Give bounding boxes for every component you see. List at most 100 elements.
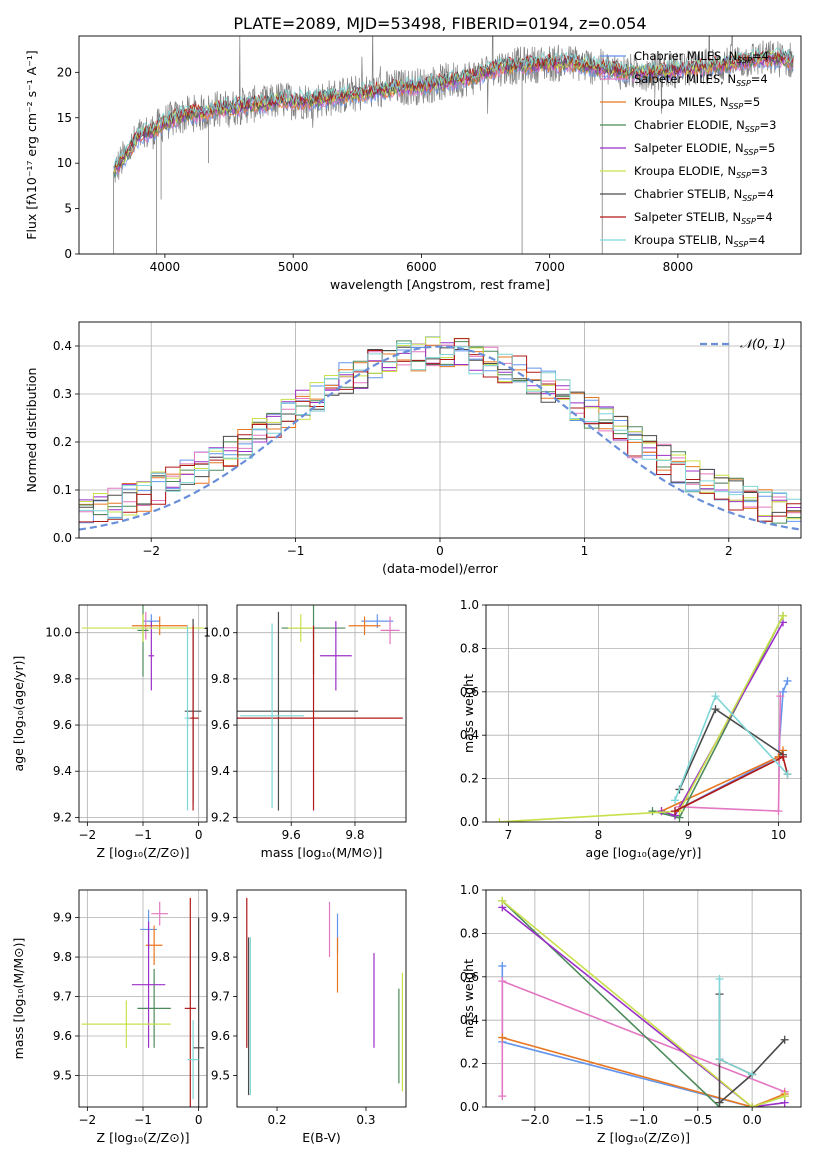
x-tick-label: −1.5 [575,1113,604,1127]
legend-count: =4 [748,233,765,247]
y-axis-label: Normed distribution [24,368,39,493]
legend-name: Chabrier MILES, N [634,49,737,63]
legend-subscript: SSP [744,148,759,157]
axes-frame [78,35,802,255]
weight-marker [780,1092,789,1101]
y-axis-label: mass weight [461,674,476,753]
y-tick-label: 0 [64,247,72,261]
y-tick-label: 0.0 [53,531,72,545]
weight-marker [715,974,724,983]
legend-label: Kroupa ELODIE, NSSP=3 [634,164,768,180]
x-tick-label: 0 [195,1113,203,1127]
x-axis-label: E(B-V) [302,1130,341,1145]
ebv_mass-errorbars [246,897,404,1096]
y-tick-label: 9.6 [53,1029,72,1043]
weight_age-axes: 7 8 9 10 0.0 0.2 0.4 0.6 0.8 1.0 [460,598,801,842]
y-tick-label: 9.5 [211,1068,230,1082]
weight-marker [748,1103,757,1107]
y-tick-label: 9.6 [53,718,72,732]
axes-frame [485,604,802,823]
legend-subscript: SSP [729,102,744,111]
legend-label: Kroupa MILES, NSSP=5 [634,95,760,111]
weight_z-lines [498,896,789,1107]
residual-step [79,343,801,519]
weight-line [499,615,784,822]
x-axis-label: Z [log₁₀(Z/Z⊙)] [97,845,190,860]
y-axis-label: age [log₁₀(age/yr)] [11,656,26,772]
y-tick-label: 0.4 [53,339,72,353]
weight-marker [715,1098,724,1107]
legend-count: =3 [760,118,777,132]
axes-frame [78,604,208,823]
weight-line [652,615,784,819]
weight-marker [671,796,679,805]
weight-marker [715,1055,724,1064]
residual-step [79,338,801,523]
y-tick-label: 9.2 [53,810,72,824]
x-tick-label: 6000 [406,260,437,274]
y-tick-label: 0.2 [460,1057,479,1071]
figure-title: PLATE=2089, MJD=53498, FIBERID=0194, z=0… [233,14,646,33]
y-tick-label: 9.5 [53,1068,72,1082]
x-tick-label: −1 [287,544,305,558]
weight-line [679,696,782,812]
legend-name: Kroupa MILES, N [634,95,729,109]
y-tick-label: 9.6 [211,718,230,732]
spectrum-series [113,36,794,254]
y-tick-label: 9.4 [211,764,230,778]
x-tick-label: −2.0 [520,1113,549,1127]
x-tick-label: 7 [505,828,513,842]
y-axis-label: mass [log₁₀(M/M⊙)] [11,938,26,1060]
legend-count: =5 [758,141,775,155]
x-tick-label: −1.0 [629,1113,658,1127]
x-tick-label: 7000 [534,260,565,274]
legend-name: Kroupa STELIB, N [634,233,734,247]
weight-marker [776,692,785,701]
residual-step [79,346,801,522]
y-tick-label: 0.0 [460,1100,479,1114]
residual-histograms [79,336,801,531]
x-tick-label: 0 [436,544,444,558]
y-tick-label: 9.7 [211,990,230,1004]
legend-subscript: SSP [736,79,751,88]
normal-curve [79,345,801,531]
y-tick-label: 9.2 [211,810,230,824]
x-tick-label: 8 [595,828,603,842]
weight-marker [498,977,507,986]
weight-marker [671,807,679,816]
x-tick-label: 5000 [278,260,309,274]
y-tick-label: 9.8 [53,950,72,964]
y-tick-label: 9.9 [53,911,72,925]
legend-label: 𝒩(0, 1) [740,336,786,351]
legend-name: Salpeter ELODIE, N [634,141,744,155]
legend-count: =5 [743,95,760,109]
x-tick-label: 0 [195,828,203,842]
weight-marker [748,1070,757,1079]
x-tick-label: −1 [134,828,152,842]
y-tick-label: 0.4 [460,728,479,742]
weight-line [501,900,785,1107]
weight-marker [495,818,504,822]
weight-line [674,680,789,812]
y-tick-label: 0.1 [53,483,72,497]
weight_age-lines [495,611,792,822]
x-tick-label: 1 [581,544,589,558]
y-tick-label: 10 [57,156,72,170]
weight-marker [648,807,657,816]
y-tick-label: 15 [57,111,72,125]
x-tick-label: −0.5 [683,1113,712,1127]
mass_age-errorbars [237,605,403,811]
y-tick-label: 9.8 [53,672,72,686]
legend-name: Chabrier ELODIE, N [634,118,745,132]
legend-count: =4 [752,49,769,63]
weight-marker [783,676,792,685]
x-axis-label: mass [log₁₀(M/M⊙)] [261,845,383,860]
legend-subscript: SSP [737,56,752,65]
x-tick-label: −2 [142,544,160,558]
x-axis-label: Z [log₁₀(Z/Z⊙)] [597,1130,690,1145]
y-tick-label: 9.8 [211,672,230,686]
legend-label: Chabrier ELODIE, NSSP=3 [634,118,776,134]
